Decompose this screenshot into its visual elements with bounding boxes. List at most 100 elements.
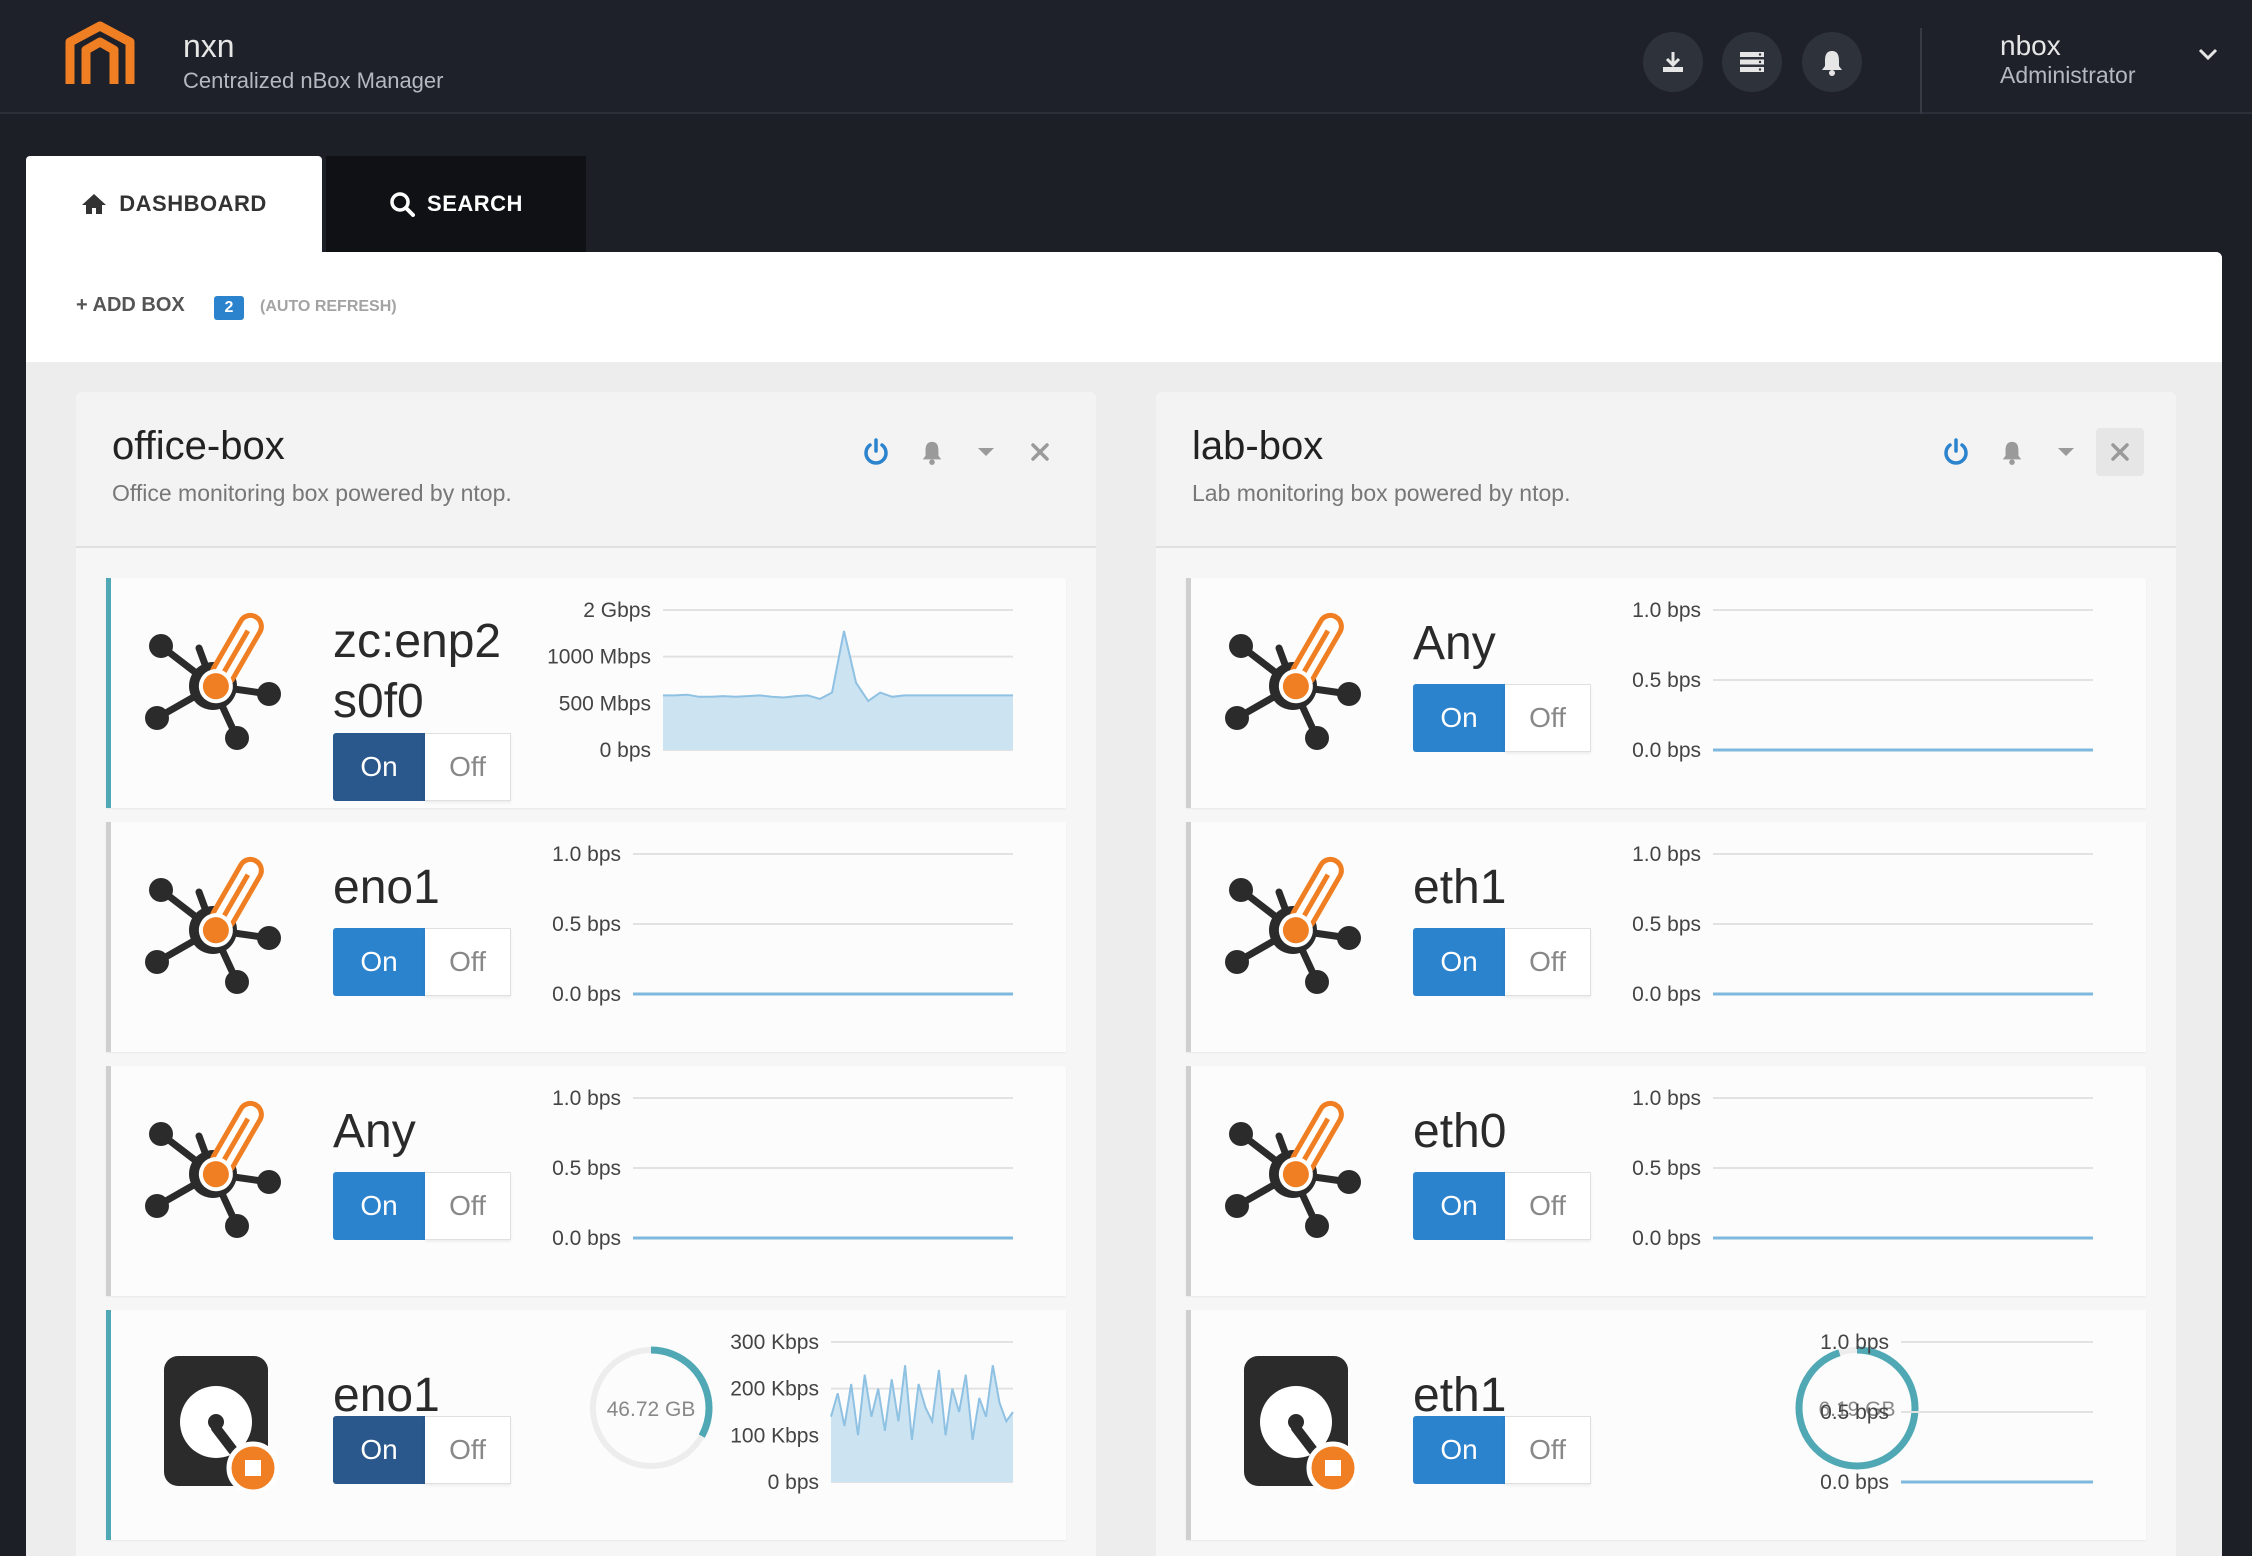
interface-card[interactable]: eth0 On Off 1.0 bps 0.5 bps 0.0 bps [1186, 1066, 2146, 1296]
interface-name: Any [333, 1105, 416, 1158]
chart-tick-label: 2 Gbps [583, 599, 651, 622]
top-bar: nxn Centralized nBox Manager nbox Admini… [0, 0, 2252, 114]
toggle-on-button[interactable]: On [333, 1416, 425, 1484]
toggle-off-button[interactable]: Off [425, 1416, 511, 1484]
toggle-off-button[interactable]: Off [425, 928, 511, 996]
server-list-button[interactable] [1722, 32, 1782, 92]
add-box-button[interactable]: + ADD BOX [76, 294, 185, 316]
toggle-off-button[interactable]: Off [1505, 1416, 1591, 1484]
chart-tick-label: 0.5 bps [552, 913, 621, 936]
server-list-icon [1740, 52, 1764, 72]
toggle-off-button[interactable]: Off [425, 733, 511, 801]
toggle-on-button[interactable]: On [333, 733, 425, 801]
auto-refresh-label: (AUTO REFRESH) [260, 298, 397, 315]
interface-card[interactable]: eth1 On Off 6.19 GB 1.0 bps 0.5 bps 0.0 bps [1186, 1310, 2146, 1540]
interface-card[interactable]: eno1 On Off 1.0 bps 0.5 bps 0.0 bps [106, 822, 1066, 1052]
chart-tick-label: 1.0 bps [1632, 599, 1701, 622]
toggle-off-button[interactable]: Off [1505, 684, 1591, 752]
interface-card[interactable]: eth1 On Off 1.0 bps 0.5 bps 0.0 bps [1186, 822, 2146, 1052]
notifications-button[interactable] [1802, 32, 1862, 92]
power-button[interactable] [1932, 428, 1980, 476]
chart-tick-label: 0.0 bps [1632, 983, 1701, 1006]
toggle-on-button[interactable]: On [333, 928, 425, 996]
interface-toggle[interactable]: On Off [333, 928, 511, 996]
chart-tick-label: 100 Kbps [730, 1424, 819, 1447]
chart-tick-label: 0.0 bps [552, 1227, 621, 1250]
chart-tick-label: 0 bps [768, 1471, 819, 1494]
header-divider [1920, 28, 1922, 114]
box-alerts-button[interactable] [908, 428, 956, 476]
nprobe-network-icon [145, 1100, 281, 1238]
nprobe-network-icon [145, 856, 281, 994]
chart-tick-label: 0.5 bps [552, 1157, 621, 1180]
search-icon [390, 192, 416, 217]
tab-search-label: SEARCH [427, 191, 523, 216]
interface-toggle[interactable]: On Off [1413, 1416, 1591, 1484]
download-icon [1663, 52, 1683, 72]
throughput-chart: 2 Gbps 1000 Mbps 500 Mbps 0 bps [547, 599, 1013, 762]
chart-tick-label: 500 Mbps [559, 692, 651, 715]
interface-toggle[interactable]: On Off [333, 1416, 511, 1484]
download-button[interactable] [1643, 32, 1703, 92]
throughput-chart: 1.0 bps 0.5 bps 0.0 bps [552, 1087, 1013, 1250]
n2disk-recorder-icon [1244, 1356, 1360, 1490]
interface-card[interactable]: Any On Off 1.0 bps 0.5 bps 0.0 bps [1186, 578, 2146, 808]
toggle-on-button[interactable]: On [1413, 684, 1505, 752]
toggle-on-button[interactable]: On [1413, 1416, 1505, 1484]
toggle-on-button[interactable]: On [1413, 1172, 1505, 1240]
interface-name: eth0 [1413, 1105, 1507, 1158]
chart-tick-label: 0.0 bps [552, 983, 621, 1006]
app-subtitle: Centralized nBox Manager [183, 68, 444, 93]
chart-tick-label: 1.0 bps [1632, 1087, 1701, 1110]
box-title: office-box [112, 424, 285, 468]
nprobe-network-icon [145, 612, 281, 750]
user-name[interactable]: nbox [2000, 30, 2061, 61]
toggle-on-button[interactable]: On [333, 1172, 425, 1240]
box-description: Lab monitoring box powered by ntop. [1192, 480, 1571, 506]
throughput-chart: 1.0 bps 0.5 bps 0.0 bps [1820, 1331, 2093, 1494]
toggle-off-button[interactable]: Off [1505, 1172, 1591, 1240]
box-menu-dropdown[interactable] [962, 428, 1010, 476]
box-description: Office monitoring box powered by ntop. [112, 480, 512, 506]
bell-icon [1822, 51, 1842, 76]
disk-usage-value: 6.19 GB [1818, 1398, 1895, 1421]
box-menu-dropdown[interactable] [2042, 428, 2090, 476]
power-icon [1944, 438, 1968, 465]
power-button[interactable] [852, 428, 900, 476]
chart-tick-label: 1000 Mbps [547, 646, 651, 669]
interface-toggle[interactable]: On Off [1413, 1172, 1591, 1240]
box-alerts-button[interactable] [1988, 428, 2036, 476]
throughput-chart: 1.0 bps 0.5 bps 0.0 bps [1632, 599, 2093, 762]
throughput-chart: 300 Kbps 200 Kbps 100 Kbps 0 bps [730, 1331, 1014, 1494]
remove-box-button[interactable] [1016, 428, 1064, 476]
bell-icon [922, 441, 942, 465]
home-icon [82, 194, 107, 214]
dashboard-toolbar: + ADD BOX 2 (AUTO REFRESH) [26, 252, 2222, 362]
remove-box-button[interactable] [2096, 428, 2144, 476]
tab-dashboard[interactable]: DASHBOARD [26, 156, 322, 252]
interface-name: eno1 [333, 1369, 440, 1422]
caret-down-icon [978, 448, 994, 456]
toggle-off-button[interactable]: Off [425, 1172, 511, 1240]
interface-toggle[interactable]: On Off [1413, 928, 1591, 996]
interface-card[interactable]: eno1 On Off 46.72 GB 300 Kbps 200 Kbps 100 … [106, 1310, 1066, 1540]
chart-tick-label: 0.5 bps [1632, 1157, 1701, 1180]
toggle-off-button[interactable]: Off [1505, 928, 1591, 996]
nxn-logo[interactable] [62, 20, 138, 92]
interface-card[interactable]: zc:enp2 s0f0 On Off 2 Gbps 1000 Mbps 500 M… [106, 578, 1066, 808]
close-icon [1031, 443, 1049, 461]
interface-toggle[interactable]: On Off [333, 733, 511, 801]
toggle-on-button[interactable]: On [1413, 928, 1505, 996]
power-icon [864, 438, 888, 465]
chevron-down-icon[interactable] [2196, 44, 2220, 64]
chart-tick-label: 1.0 bps [552, 1087, 621, 1110]
interface-toggle[interactable]: On Off [333, 1172, 511, 1240]
box-card-lab-box: lab-box Lab monitoring box powered by nt… [1156, 392, 2176, 1556]
interface-name: eno1 [333, 861, 440, 914]
interface-toggle[interactable]: On Off [1413, 684, 1591, 752]
interface-card[interactable]: Any On Off 1.0 bps 0.5 bps 0.0 bps [106, 1066, 1066, 1296]
chart-tick-label: 0.0 bps [1632, 1227, 1701, 1250]
gauge-fill [589, 1346, 713, 1470]
tab-search[interactable]: SEARCH [326, 156, 586, 252]
chart-series-line [830, 1365, 1014, 1441]
